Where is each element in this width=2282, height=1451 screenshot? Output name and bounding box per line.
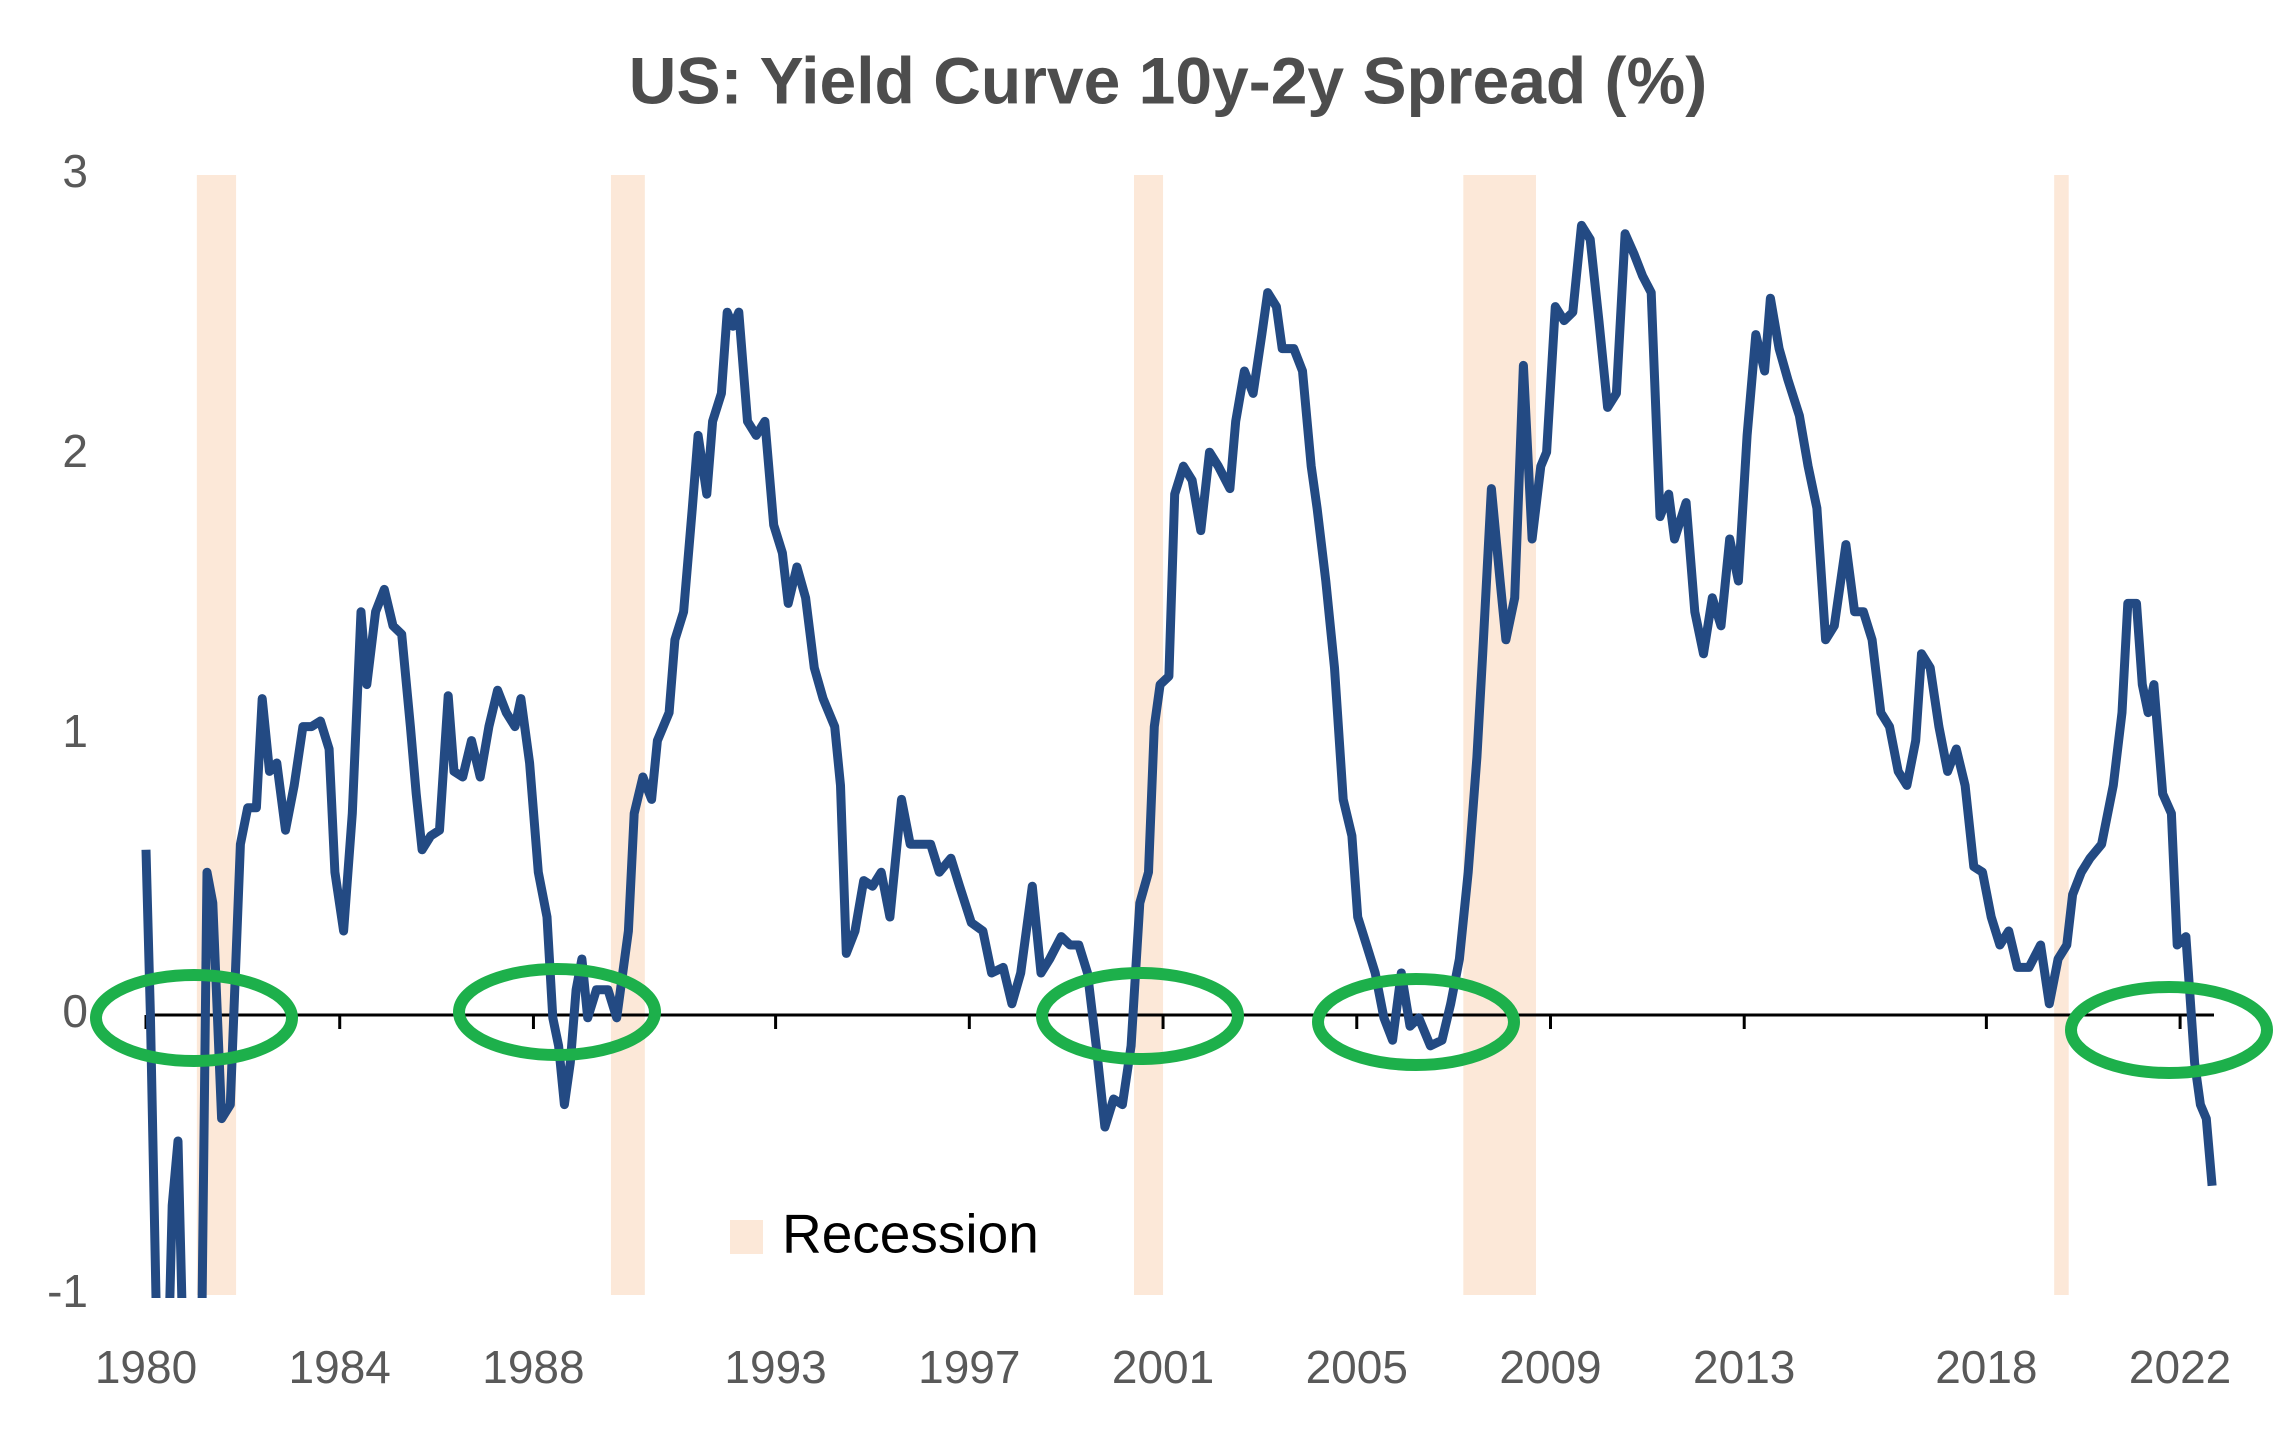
recession-band	[2054, 175, 2069, 1295]
x-tick-label: 2018	[1935, 1341, 2037, 1393]
axes: -1 0 1 2 3 1980 1984 1988 1993 1997 2001 2005 2009 20…	[47, 145, 2231, 1393]
inversion-circle	[90, 969, 298, 1067]
annotations	[90, 963, 2273, 1079]
inversion-circle	[1036, 967, 1244, 1065]
recession-bands	[196, 175, 2069, 1295]
x-tick-label: 1984	[289, 1341, 391, 1393]
spread-line	[141, 220, 2217, 1298]
chart-title: US: Yield Curve 10y-2y Spread (%)	[629, 43, 1707, 117]
inversion-circle	[1312, 973, 1520, 1071]
x-tick-label: 1980	[95, 1341, 197, 1393]
y-tick-label: 0	[62, 985, 88, 1037]
x-tick-label: 2009	[1499, 1341, 1601, 1393]
x-tick-label: 2001	[1112, 1341, 1214, 1393]
x-tick-label: 2022	[2129, 1341, 2231, 1393]
x-tick-label: 1988	[482, 1341, 584, 1393]
inversion-circle	[2065, 981, 2273, 1079]
legend: Recession	[730, 1203, 1039, 1265]
legend-label: Recession	[782, 1203, 1039, 1265]
recession-band	[610, 175, 645, 1295]
x-tick-label: 2013	[1693, 1341, 1795, 1393]
legend-swatch	[730, 1220, 763, 1254]
y-tick-label: 1	[62, 705, 88, 757]
recession-band	[1133, 175, 1164, 1295]
inversion-circle	[453, 963, 661, 1061]
x-tick-label: 1993	[724, 1341, 826, 1393]
y-tick-label: 2	[62, 425, 88, 477]
lines	[141, 220, 2217, 1298]
x-tick-label: 1997	[918, 1341, 1020, 1393]
y-tick-label: 3	[62, 145, 88, 197]
x-tick-label: 2005	[1306, 1341, 1408, 1393]
y-tick-label: -1	[47, 1265, 88, 1317]
